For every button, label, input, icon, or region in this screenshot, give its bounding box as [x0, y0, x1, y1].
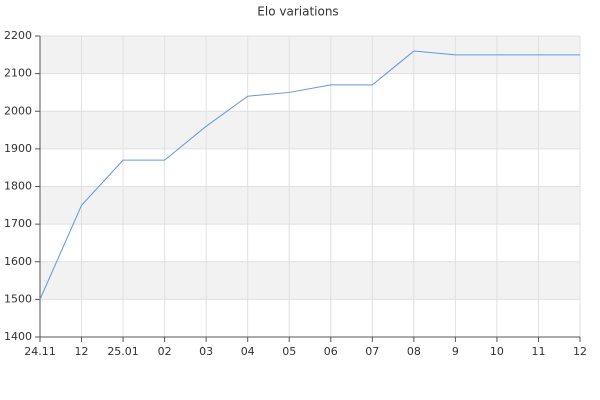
x-tick-label: 07: [365, 345, 379, 358]
grid-band: [40, 111, 580, 149]
y-tick-label: 2100: [4, 67, 32, 80]
grid-band: [40, 261, 580, 300]
x-tick-label: 06: [324, 345, 338, 358]
x-tick-label: 12: [75, 345, 89, 358]
x-tick-label: 02: [158, 345, 172, 358]
y-tick-label: 1800: [4, 180, 32, 193]
x-tick-label: 11: [531, 345, 545, 358]
chart-title: Elo variations: [257, 5, 338, 19]
x-tick-label: 05: [282, 345, 296, 358]
x-tick-label: 24.11: [24, 345, 56, 358]
grid-band: [40, 186, 580, 225]
x-tick-label: 9: [452, 345, 459, 358]
y-tick-label: 2200: [4, 29, 32, 42]
x-tick-label: 10: [490, 345, 504, 358]
x-tick-label: 04: [241, 345, 255, 358]
y-tick-label: 1500: [4, 292, 32, 305]
x-tick-label: 25.01: [107, 345, 139, 358]
y-tick-label: 1600: [4, 255, 32, 268]
y-tick-label: 1400: [4, 330, 32, 343]
x-tick-label: 08: [407, 345, 421, 358]
y-tick-label: 2000: [4, 104, 32, 117]
x-tick-label: 12: [573, 345, 587, 358]
y-tick-label: 1700: [4, 217, 32, 230]
series-line: [39, 50, 580, 300]
x-tick-label: 03: [199, 345, 213, 358]
y-tick-label: 1900: [4, 142, 32, 155]
